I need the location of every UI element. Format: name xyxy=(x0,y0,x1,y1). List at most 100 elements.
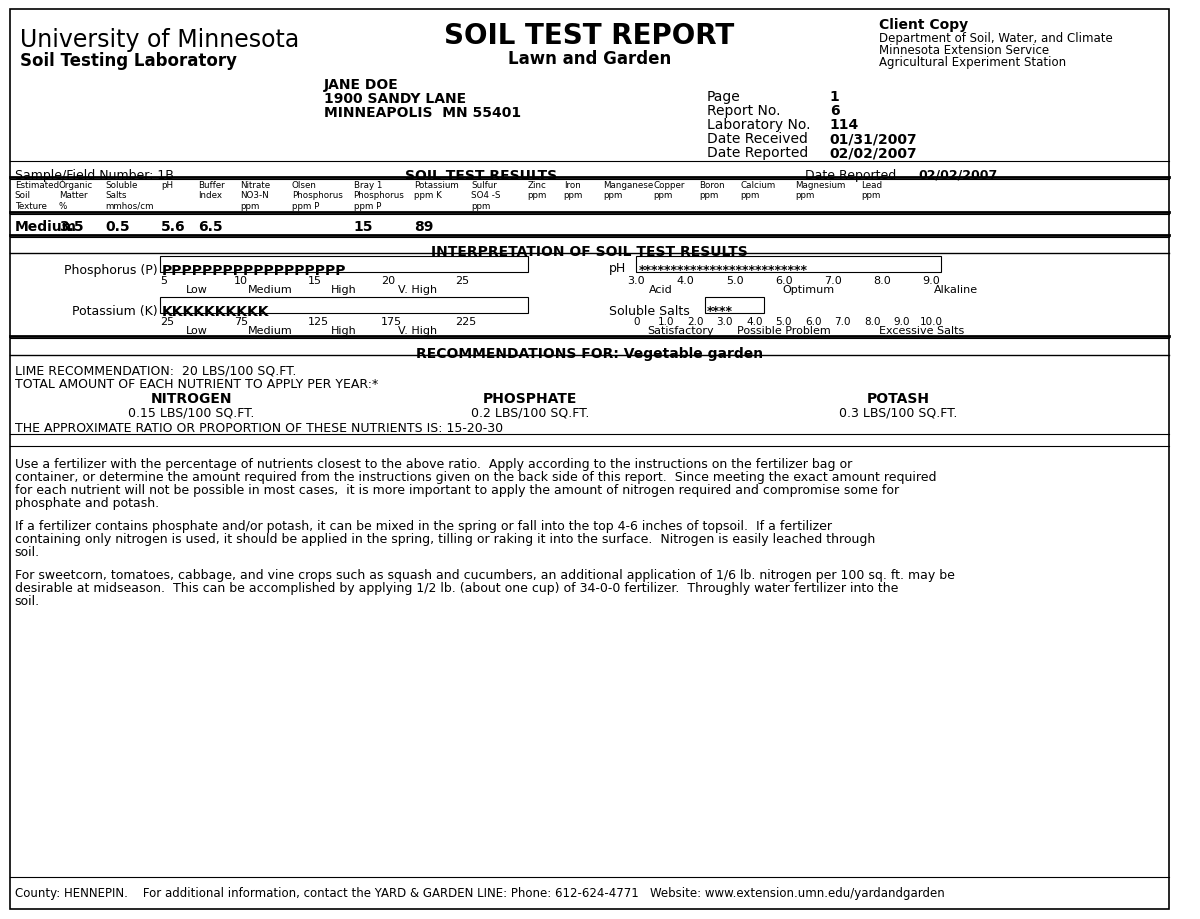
Text: 5.0: 5.0 xyxy=(726,276,744,286)
Text: 1.0: 1.0 xyxy=(658,317,674,326)
Text: Excessive Salts: Excessive Salts xyxy=(878,325,964,335)
Text: 8.0: 8.0 xyxy=(864,317,881,326)
Text: Client Copy: Client Copy xyxy=(878,18,968,32)
Text: INTERPRETATION OF SOIL TEST RESULTS: INTERPRETATION OF SOIL TEST RESULTS xyxy=(431,244,748,259)
Text: Olsen
Phosphorus
ppm P: Olsen Phosphorus ppm P xyxy=(292,181,342,210)
Text: High: High xyxy=(331,285,356,295)
Text: Medium: Medium xyxy=(247,285,293,295)
Text: 1900 SANDY LANE: 1900 SANDY LANE xyxy=(324,92,467,106)
Text: Lawn and Garden: Lawn and Garden xyxy=(508,50,671,68)
Text: Use a fertilizer with the percentage of nutrients closest to the above ratio.  A: Use a fertilizer with the percentage of … xyxy=(14,458,852,471)
Text: Department of Soil, Water, and Climate: Department of Soil, Water, and Climate xyxy=(878,32,1112,45)
Text: 02/02/2007: 02/02/2007 xyxy=(918,169,997,182)
Text: 0: 0 xyxy=(634,317,640,326)
Text: soil.: soil. xyxy=(14,595,40,607)
Text: 9.0: 9.0 xyxy=(893,317,910,326)
Text: Report No.: Report No. xyxy=(707,104,781,118)
Text: 10: 10 xyxy=(234,276,247,286)
Text: KKKKKKKKKK: KKKKKKKKKK xyxy=(162,305,270,319)
Text: pH: pH xyxy=(161,181,173,190)
Text: 20: 20 xyxy=(382,276,395,286)
Text: 4.0: 4.0 xyxy=(677,276,695,286)
Text: Potassium
ppm K: Potassium ppm K xyxy=(414,181,460,200)
Text: 6.0: 6.0 xyxy=(805,317,822,326)
Text: TOTAL AMOUNT OF EACH NUTRIENT TO APPLY PER YEAR:*: TOTAL AMOUNT OF EACH NUTRIENT TO APPLY P… xyxy=(14,378,378,391)
Text: pH: pH xyxy=(608,262,626,275)
Text: Manganese
ppm: Manganese ppm xyxy=(602,181,653,200)
Text: 7.0: 7.0 xyxy=(834,317,851,326)
Text: 175: 175 xyxy=(382,317,402,326)
Text: 2.0: 2.0 xyxy=(688,317,703,326)
Text: Date Reported: Date Reported xyxy=(805,169,896,182)
Text: Low: Low xyxy=(186,325,208,335)
Text: 6.0: 6.0 xyxy=(775,276,792,286)
Text: Satisfactory: Satisfactory xyxy=(647,325,714,335)
Text: V. High: V. High xyxy=(398,285,437,295)
Text: 3.0: 3.0 xyxy=(716,317,733,326)
Text: 3.5: 3.5 xyxy=(59,220,84,233)
Text: University of Minnesota: University of Minnesota xyxy=(19,28,299,52)
Text: Medium: Medium xyxy=(14,220,77,233)
Text: Minnesota Extension Service: Minnesota Extension Service xyxy=(878,44,1049,57)
Text: Laboratory No.: Laboratory No. xyxy=(707,118,811,131)
Text: RECOMMENDATIONS FOR: Vegetable garden: RECOMMENDATIONS FOR: Vegetable garden xyxy=(415,346,763,360)
Text: Date Reported: Date Reported xyxy=(707,146,809,160)
Text: 10.0: 10.0 xyxy=(919,317,942,326)
Text: Buffer
Index: Buffer Index xyxy=(198,181,226,200)
Text: Estimated
Soil
Texture: Estimated Soil Texture xyxy=(14,181,59,210)
Text: POTASH: POTASH xyxy=(868,391,930,405)
Text: 7.0: 7.0 xyxy=(824,276,841,286)
Text: 0.3 LBS/100 SQ.FT.: 0.3 LBS/100 SQ.FT. xyxy=(840,405,958,418)
Text: 5: 5 xyxy=(160,276,167,286)
Text: Copper
ppm: Copper ppm xyxy=(653,181,684,200)
Text: High: High xyxy=(331,325,356,335)
Text: Iron
ppm: Iron ppm xyxy=(564,181,583,200)
Text: 01/31/2007: 01/31/2007 xyxy=(830,131,918,146)
Bar xyxy=(706,298,764,313)
Text: PHOSPHATE: PHOSPHATE xyxy=(484,391,577,405)
Text: Magnesium
ppm: Magnesium ppm xyxy=(796,181,846,200)
Text: If a fertilizer contains phosphate and/or potash, it can be mixed in the spring : If a fertilizer contains phosphate and/o… xyxy=(14,519,832,532)
Text: MINNEAPOLIS  MN 55401: MINNEAPOLIS MN 55401 xyxy=(324,106,521,119)
Text: 0.5: 0.5 xyxy=(106,220,130,233)
Text: Agricultural Experiment Station: Agricultural Experiment Station xyxy=(878,56,1066,69)
Text: Soluble
Salts
mmhos/cm: Soluble Salts mmhos/cm xyxy=(106,181,154,210)
Text: 6: 6 xyxy=(830,104,840,118)
Text: 225: 225 xyxy=(455,317,476,326)
Text: LIME RECOMMENDATION:  20 LBS/100 SQ.FT.: LIME RECOMMENDATION: 20 LBS/100 SQ.FT. xyxy=(14,365,296,378)
Text: 89: 89 xyxy=(414,220,434,233)
Text: THE APPROXIMATE RATIO OR PROPORTION OF THESE NUTRIENTS IS: 15-20-30: THE APPROXIMATE RATIO OR PROPORTION OF T… xyxy=(14,422,503,435)
Text: 9.0: 9.0 xyxy=(922,276,940,286)
Text: Nitrate
NO3-N
ppm: Nitrate NO3-N ppm xyxy=(241,181,271,210)
Text: Lead
ppm: Lead ppm xyxy=(862,181,882,200)
Text: For sweetcorn, tomatoes, cabbage, and vine crops such as squash and cucumbers, a: For sweetcorn, tomatoes, cabbage, and vi… xyxy=(14,568,955,582)
Text: 02/02/2007: 02/02/2007 xyxy=(830,146,918,160)
Text: 114: 114 xyxy=(830,118,859,131)
Text: Zinc
ppm: Zinc ppm xyxy=(527,181,547,200)
Text: desirable at midseason.  This can be accomplished by applying 1/2 lb. (about one: desirable at midseason. This can be acco… xyxy=(14,582,898,595)
Text: 15: 15 xyxy=(354,220,373,233)
Text: Sulfur
SO4 -S
ppm: Sulfur SO4 -S ppm xyxy=(472,181,500,210)
Text: 5.6: 5.6 xyxy=(161,220,186,233)
Text: phosphate and potash.: phosphate and potash. xyxy=(14,496,158,509)
Text: Acid: Acid xyxy=(649,285,673,295)
Text: PPPPPPPPPPPPPPPPPP: PPPPPPPPPPPPPPPPPP xyxy=(162,264,347,278)
Text: Soluble Salts: Soluble Salts xyxy=(608,305,690,318)
Text: container, or determine the amount required from the instructions given on the b: container, or determine the amount requi… xyxy=(14,471,936,483)
Text: NITROGEN: NITROGEN xyxy=(151,391,233,405)
Text: 3.0: 3.0 xyxy=(628,276,646,286)
Text: Optimum: Optimum xyxy=(782,285,834,295)
Text: Organic
Matter
%: Organic Matter % xyxy=(59,181,94,210)
Text: 0.15 LBS/100 SQ.FT.: 0.15 LBS/100 SQ.FT. xyxy=(128,405,254,418)
Bar xyxy=(160,298,528,313)
Text: Soil Testing Laboratory: Soil Testing Laboratory xyxy=(19,52,236,70)
Text: 0.2 LBS/100 SQ.FT.: 0.2 LBS/100 SQ.FT. xyxy=(472,405,589,418)
Text: 75: 75 xyxy=(234,317,248,326)
Text: Date Received: Date Received xyxy=(707,131,808,146)
Text: County: HENNEPIN.    For additional information, contact the YARD & GARDEN LINE:: County: HENNEPIN. For additional informa… xyxy=(14,886,944,899)
Text: 15: 15 xyxy=(307,276,322,286)
Text: 125: 125 xyxy=(307,317,329,326)
Text: Medium: Medium xyxy=(247,325,293,335)
Text: SOIL TEST REPORT: SOIL TEST REPORT xyxy=(444,22,734,50)
Text: Potassium (K): Potassium (K) xyxy=(72,305,157,318)
